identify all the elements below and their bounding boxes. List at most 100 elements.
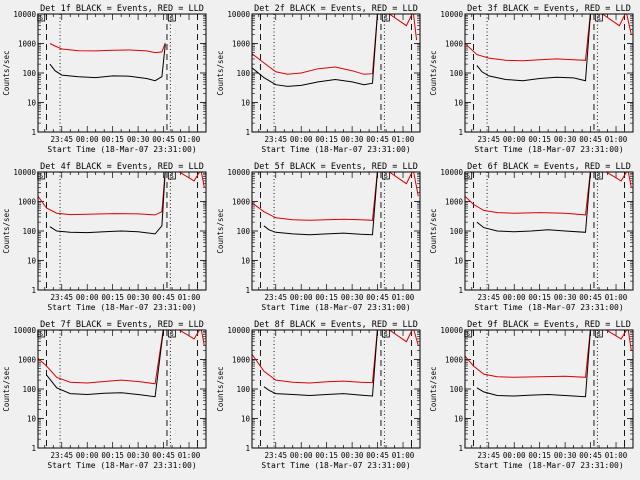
marker-label: S xyxy=(384,330,388,338)
y-tick-label: 1 xyxy=(458,444,463,453)
x-axis-label: Start Time (18-Mar-07 23:31:00) xyxy=(47,461,196,470)
marker-label: S xyxy=(170,172,174,180)
marker-label: S xyxy=(597,172,601,180)
y-tick-label: 10 xyxy=(454,99,464,108)
series-line-red xyxy=(252,330,419,384)
x-tick-label: 23:45 xyxy=(50,135,73,144)
y-tick-label: 10 xyxy=(27,415,37,424)
x-tick-label: 01:00 xyxy=(178,135,201,144)
chart-title: Det 8f BLACK = Events, RED = LLD xyxy=(254,320,418,330)
y-tick-label: 1000 xyxy=(18,356,37,365)
x-tick-label: 00:45 xyxy=(366,451,389,460)
x-tick-label: 00:45 xyxy=(366,293,389,302)
x-tick-label: 01:00 xyxy=(392,451,415,460)
x-tick-label: 00:00 xyxy=(76,451,99,460)
panel-4: Det 4f BLACK = Events, RED = LLD Counts/s… xyxy=(2,162,207,312)
y-tick-label: 100 xyxy=(22,385,36,394)
y-tick-label: 1 xyxy=(245,444,250,453)
x-tick-label: 00:30 xyxy=(127,135,150,144)
x-axis-label: Start Time (18-Mar-07 23:31:00) xyxy=(474,145,623,154)
x-tick-label: 23:45 xyxy=(477,135,500,144)
marker-label: S xyxy=(39,172,43,180)
x-tick-label: 00:00 xyxy=(76,135,99,144)
y-tick-label: 10000 xyxy=(13,326,36,335)
chart-title: Det 7f BLACK = Events, RED = LLD xyxy=(40,320,204,330)
x-tick-label: 00:00 xyxy=(290,293,313,302)
x-tick-label: 00:30 xyxy=(127,451,150,460)
x-tick-label: 01:00 xyxy=(392,135,415,144)
x-tick-label: 00:00 xyxy=(503,293,526,302)
x-axis-label: Start Time (18-Mar-07 23:31:00) xyxy=(261,303,410,312)
x-tick-label: 00:30 xyxy=(341,135,364,144)
y-tick-label: 100 xyxy=(22,227,36,236)
x-tick-label: 01:00 xyxy=(178,293,201,302)
y-tick-label: 10000 xyxy=(13,168,36,177)
x-tick-label: 00:45 xyxy=(152,293,175,302)
plot-frame xyxy=(464,329,634,449)
panel-7: Det 7f BLACK = Events, RED = LLD Counts/s… xyxy=(2,320,207,470)
series-line-red xyxy=(49,42,166,54)
y-axis-label: Counts/sec xyxy=(429,50,438,95)
y-axis-label: Counts/sec xyxy=(2,208,11,253)
x-tick-label: 00:15 xyxy=(528,451,551,460)
x-tick-label: 23:45 xyxy=(264,293,287,302)
y-tick-label: 10000 xyxy=(440,10,463,19)
series-line-black xyxy=(263,330,378,397)
y-tick-label: 10000 xyxy=(440,168,463,177)
x-tick-label: 23:45 xyxy=(50,293,73,302)
y-tick-label: 1 xyxy=(31,444,36,453)
panel-6: Det 6f BLACK = Events, RED = LLD Counts/s… xyxy=(429,162,634,312)
y-axis-label: Counts/sec xyxy=(216,50,225,95)
y-tick-label: 1 xyxy=(245,128,250,137)
y-axis-label: Counts/sec xyxy=(216,366,225,411)
x-tick-label: 00:45 xyxy=(366,135,389,144)
y-tick-label: 10 xyxy=(454,415,464,424)
x-tick-label: 00:15 xyxy=(101,293,124,302)
series-line-red xyxy=(465,172,632,216)
marker-label: S xyxy=(170,330,174,338)
x-axis-label: Start Time (18-Mar-07 23:31:00) xyxy=(474,461,623,470)
panel-3: Det 3f BLACK = Events, RED = LLD Counts/s… xyxy=(429,4,634,154)
plot-frame xyxy=(37,329,207,449)
chart-title: Det 3f BLACK = Events, RED = LLD xyxy=(467,4,631,14)
y-tick-label: 1 xyxy=(458,128,463,137)
x-tick-label: 00:15 xyxy=(315,451,338,460)
y-tick-label: 10000 xyxy=(227,168,250,177)
chart-title: Det 4f BLACK = Events, RED = LLD xyxy=(40,162,204,172)
series-line-black xyxy=(49,172,166,235)
y-tick-label: 1 xyxy=(31,286,36,295)
y-axis-label: Counts/sec xyxy=(429,208,438,253)
series-line-black xyxy=(46,330,164,398)
y-tick-label: 1000 xyxy=(445,40,464,49)
x-axis-label: Start Time (18-Mar-07 23:31:00) xyxy=(474,303,623,312)
x-tick-label: 00:00 xyxy=(290,135,313,144)
series-line-black xyxy=(476,330,591,398)
series-line-red xyxy=(38,330,205,385)
marker-label: S xyxy=(384,172,388,180)
panel-8: Det 8f BLACK = Events, RED = LLD Counts/s… xyxy=(216,320,421,470)
x-tick-label: 00:30 xyxy=(554,451,577,460)
plot-frame xyxy=(251,13,421,133)
y-tick-label: 1000 xyxy=(18,40,37,49)
x-tick-label: 00:30 xyxy=(554,293,577,302)
y-tick-label: 1000 xyxy=(232,198,251,207)
y-tick-label: 10000 xyxy=(227,326,250,335)
y-tick-label: 10 xyxy=(27,99,37,108)
y-tick-label: 100 xyxy=(236,69,250,78)
x-tick-label: 23:45 xyxy=(264,135,287,144)
chart-title: Det 2f BLACK = Events, RED = LLD xyxy=(254,4,418,14)
x-tick-label: 00:00 xyxy=(290,451,313,460)
series-line-red xyxy=(252,14,418,75)
series-line-red xyxy=(465,330,632,378)
x-tick-label: 00:15 xyxy=(528,293,551,302)
x-tick-label: 01:00 xyxy=(392,293,415,302)
y-tick-label: 1 xyxy=(245,286,250,295)
plot-frame xyxy=(251,171,421,291)
y-tick-label: 10 xyxy=(241,99,251,108)
x-tick-label: 00:15 xyxy=(528,135,551,144)
y-tick-label: 1000 xyxy=(445,198,464,207)
x-tick-label: 00:15 xyxy=(101,135,124,144)
y-tick-label: 100 xyxy=(236,385,250,394)
y-tick-label: 100 xyxy=(449,69,463,78)
